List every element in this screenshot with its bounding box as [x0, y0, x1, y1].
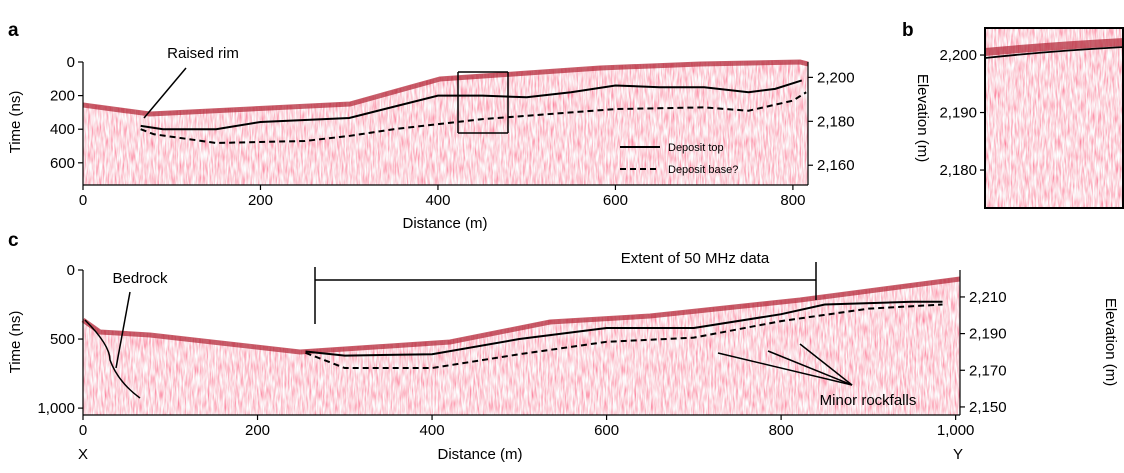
y-axis-label: Time (ns)	[7, 311, 24, 374]
x-tick-label: 600	[603, 192, 628, 209]
annotation: Raised rim	[167, 45, 239, 62]
x-tick-label: 800	[780, 192, 805, 209]
annotation: Minor rockfalls	[820, 392, 917, 409]
x-axis-label: Distance (m)	[402, 215, 487, 232]
annotation: Bedrock	[112, 270, 168, 287]
y2-tick-label: 2,210	[969, 289, 1007, 306]
annotation-shapes	[84, 67, 853, 399]
endpoint-label: Y	[953, 446, 963, 463]
x-tick-label: 200	[245, 422, 270, 439]
y-axis-label: Time (ns)	[7, 91, 24, 154]
y-tick-label: 0	[67, 262, 75, 279]
y-tick-label: 1,000	[37, 400, 75, 417]
y-tick-label: 2,180	[939, 162, 977, 179]
panel-label: b	[902, 20, 914, 41]
y2-tick-label: 2,190	[969, 326, 1007, 343]
y2-tick-label: 2,200	[817, 69, 855, 86]
panel-label: c	[8, 230, 19, 251]
deposit-line	[140, 91, 807, 144]
x-tick-label: 800	[769, 422, 794, 439]
x-tick-label: 1,000	[937, 422, 975, 439]
y2-axis-label: Elevation (m)	[914, 74, 931, 162]
x-tick-label: 400	[425, 192, 450, 209]
endpoint-label: X	[78, 446, 88, 463]
y2-tick-label: 2,180	[817, 113, 855, 130]
y2-axis-label: Elevation (m)	[1102, 298, 1119, 386]
y2-tick-label: 2,150	[969, 399, 1007, 416]
x-tick-label: 200	[248, 192, 273, 209]
x-tick-label: 600	[594, 422, 619, 439]
legend-label: Deposit top	[668, 142, 724, 154]
y-tick-label: 2,190	[939, 105, 977, 122]
x-tick-label: 400	[420, 422, 445, 439]
y-tick-label: 2,200	[939, 47, 977, 64]
y-tick-label: 600	[50, 155, 75, 172]
y2-tick-label: 2,170	[969, 362, 1007, 379]
y2-tick-label: 2,160	[817, 157, 855, 174]
y-tick-label: 0	[67, 54, 75, 71]
y-tick-label: 400	[50, 121, 75, 138]
panel-label: a	[8, 20, 19, 41]
radargram-b	[984, 27, 1124, 209]
x-tick-label: 0	[79, 192, 87, 209]
deposit-line	[305, 303, 943, 370]
y-tick-label: 200	[50, 88, 75, 105]
deposit-line	[140, 79, 803, 131]
x-tick-label: 0	[79, 422, 87, 439]
legend-label: Deposit base?	[668, 164, 738, 176]
y-tick-label: 500	[50, 331, 75, 348]
x-axis-label: Distance (m)	[437, 446, 522, 463]
deposit-line	[305, 300, 943, 357]
annotation: Extent of 50 MHz data	[621, 250, 770, 267]
